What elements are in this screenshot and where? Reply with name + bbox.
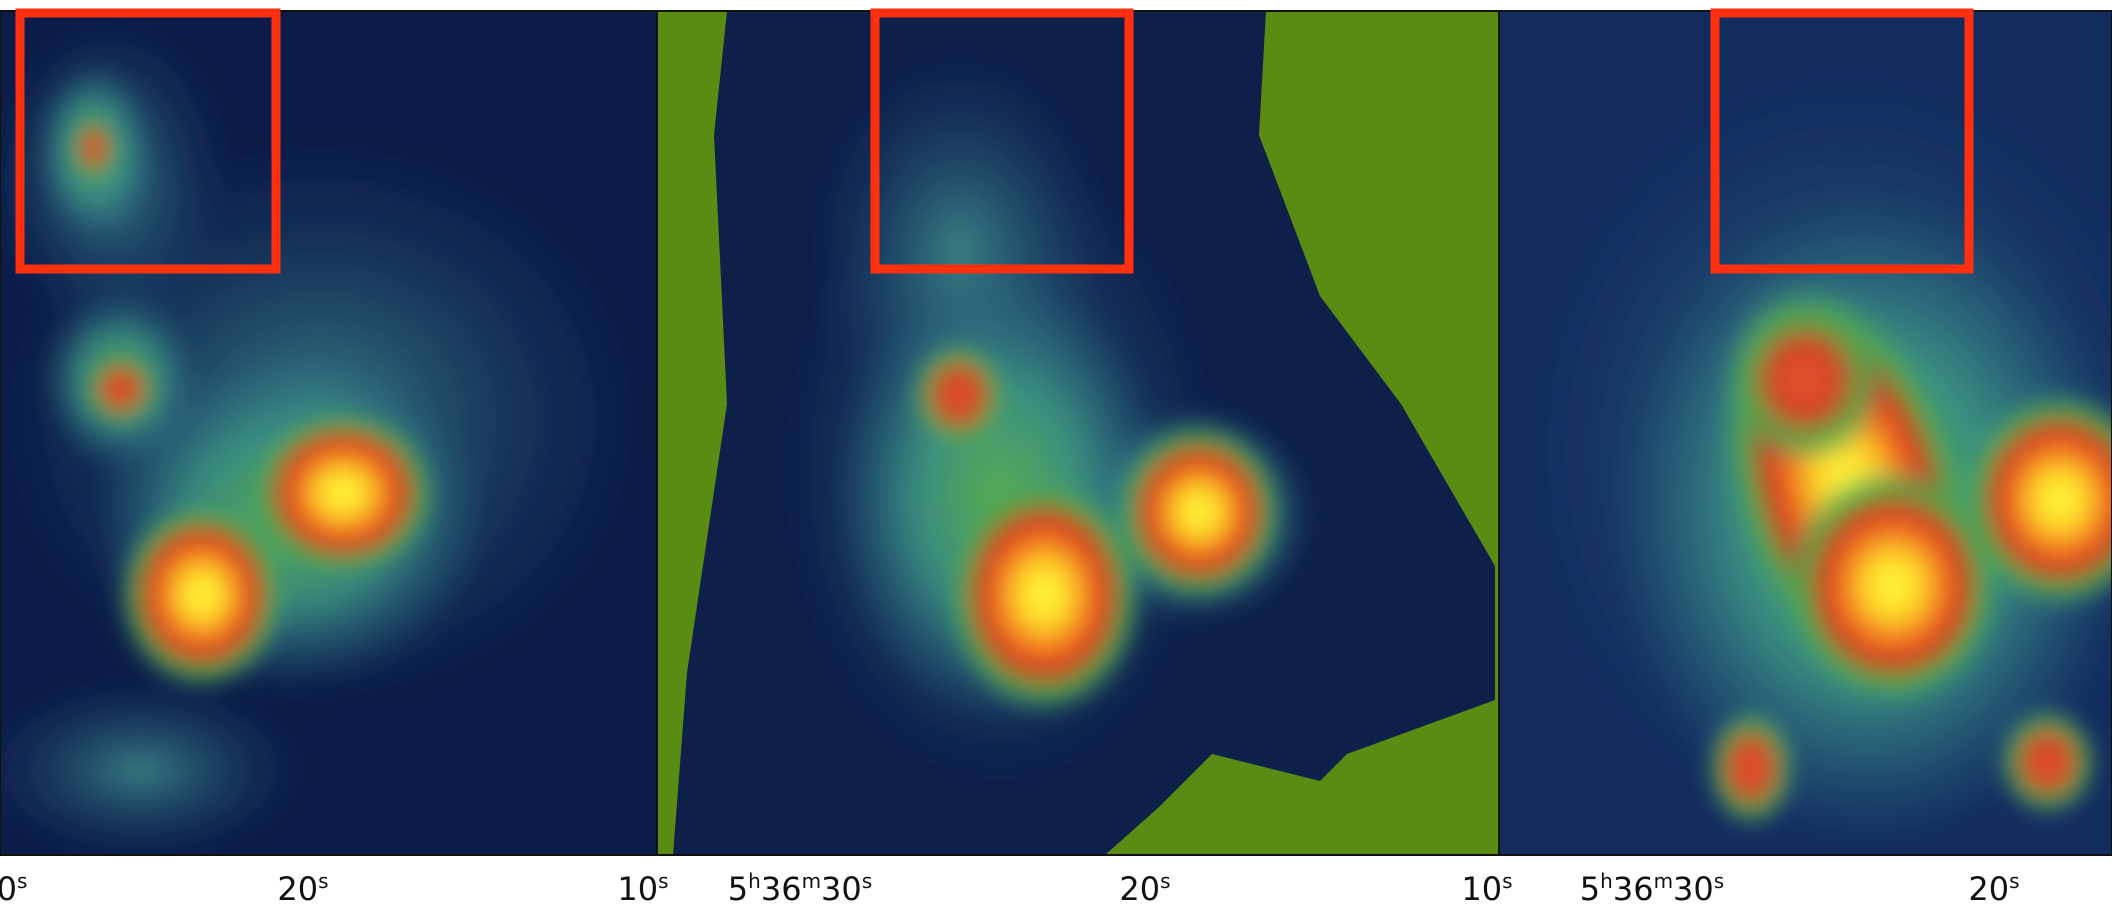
x-tick-label: 10s (1461, 869, 1512, 908)
tick-unit: s (318, 869, 328, 893)
panel-right (1499, 11, 2112, 855)
tick-unit: h (748, 869, 761, 893)
tick-number: 20 (1119, 870, 1160, 908)
x-tick-label: 20s (1968, 869, 2019, 908)
tick-unit: m (802, 869, 821, 893)
panel-middle (657, 11, 1499, 855)
tick-unit: s (2009, 869, 2019, 893)
tick-unit: s (658, 869, 668, 893)
tick-unit: h (1600, 869, 1613, 893)
tick-number: 36 (1613, 870, 1654, 908)
tick-number: 30 (1673, 870, 1714, 908)
x-tick-label: 0s (0, 869, 27, 908)
page: 0s20s10s5h36m30s20s10s5h36m30s20s (() =>… (0, 0, 2112, 911)
panel-left (0, 11, 657, 860)
tick-number: 36 (761, 870, 802, 908)
tick-number: 20 (1968, 870, 2009, 908)
tick-unit: m (1654, 869, 1673, 893)
x-tick-label: 20s (277, 869, 328, 908)
x-tick-label: 5h36m30s (728, 869, 872, 908)
tick-number: 20 (277, 870, 318, 908)
tick-unit: s (1714, 869, 1724, 893)
x-tick-label: 5h36m30s (1580, 869, 1724, 908)
tick-unit: s (17, 869, 27, 893)
tick-number: 10 (617, 870, 658, 908)
tick-unit: s (862, 869, 872, 893)
tick-number: 5 (728, 870, 748, 908)
tick-unit: s (1160, 869, 1170, 893)
tick-unit: s (1502, 869, 1512, 893)
x-tick-label: 20s (1119, 869, 1170, 908)
tick-number: 5 (1580, 870, 1600, 908)
tick-number: 10 (1461, 870, 1502, 908)
x-tick-label: 10s (617, 869, 668, 908)
tick-number: 0 (0, 870, 17, 908)
figure: 0s20s10s5h36m30s20s10s5h36m30s20s (0, 0, 2112, 911)
tick-number: 30 (821, 870, 862, 908)
